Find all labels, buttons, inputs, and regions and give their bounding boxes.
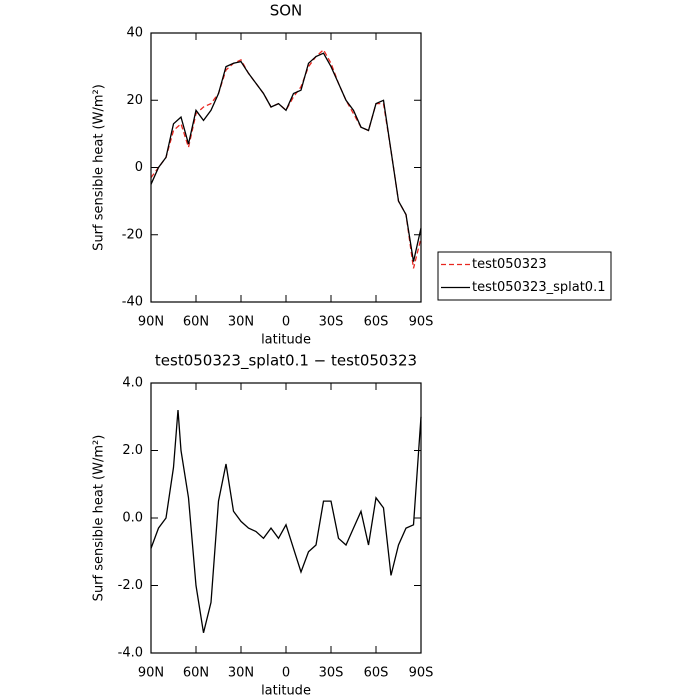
chart-title: test050323_splat0.1 − test050323 [155,352,417,371]
x-tick-label: 0 [282,315,290,330]
data-line [150,52,422,262]
x-tick-label: 90S [409,315,434,330]
y-tick-label: -20 [122,227,143,242]
legend-label: test050323 [472,257,547,272]
x-tick-label: 0 [282,666,290,681]
y-axis-label: Surf sensible heat (W/m²) [92,435,107,602]
legend-box [437,251,612,301]
x-tick-label: 60N [183,315,209,330]
data-line [150,48,422,269]
x-tick-label: 60S [364,666,389,681]
plot-frame [150,32,422,303]
y-tick-label: 2.0 [122,443,143,458]
y-tick-label: 4.0 [122,376,143,391]
chart-title: SON [270,2,303,20]
x-tick-label: 90N [138,666,164,681]
y-tick-label: -4.0 [118,646,143,661]
x-tick-label: 30N [228,315,254,330]
x-tick-label: 90N [138,315,164,330]
y-tick-label: -2.0 [118,578,143,593]
x-tick-label: 30S [319,315,344,330]
y-tick-label: 40 [126,26,143,41]
x-axis-label: latitude [261,333,311,348]
x-tick-label: 60N [183,666,209,681]
x-tick-label: 30S [319,666,344,681]
y-tick-label: 0 [135,160,143,175]
y-axis-label: Surf sensible heat (W/m²) [92,84,107,251]
y-tick-label: 0.0 [122,511,143,526]
data-line [150,409,422,633]
y-tick-label: -40 [122,295,143,310]
y-tick-label: 20 [126,93,143,108]
x-axis-label: latitude [261,684,311,699]
legend-label: test050323_splat0.1 [472,280,605,295]
x-tick-label: 90S [409,666,434,681]
x-tick-label: 60S [364,315,389,330]
plot-frame [150,382,422,654]
x-tick-label: 30N [228,666,254,681]
